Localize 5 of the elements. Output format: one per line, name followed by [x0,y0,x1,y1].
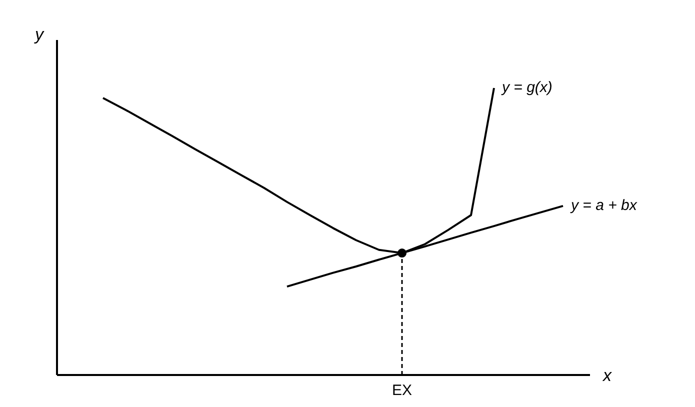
text: EX [392,382,412,399]
y-axis-title: y [34,25,45,44]
series-label: y = a + bx [570,196,638,214]
x-axis-title: x [602,366,612,385]
series-label: y = g(x) [501,79,552,96]
